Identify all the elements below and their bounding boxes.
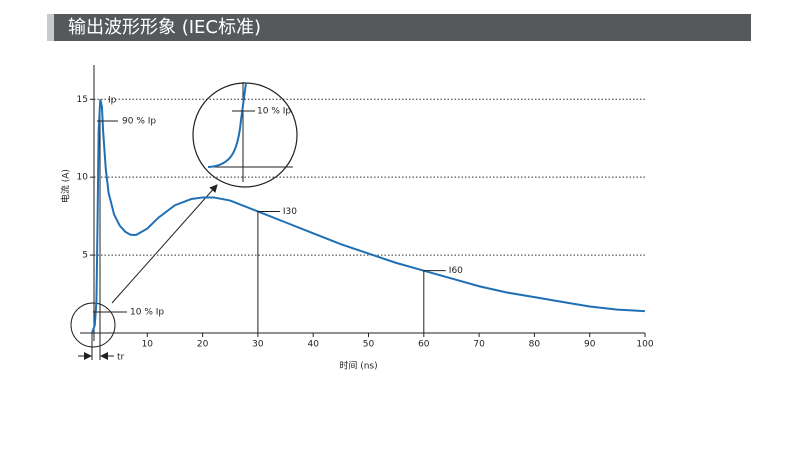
zoom-arrow bbox=[111, 184, 218, 304]
x-tick-label: 100 bbox=[636, 340, 653, 350]
x-tick-label: 40 bbox=[307, 340, 319, 350]
page: {"chart_data": {"type": "line", "title":… bbox=[47, 14, 751, 372]
header-bar: 输出波形形象 (IEC标准) bbox=[47, 14, 751, 41]
chart: 5 10 15 10 20 30 40 50 60 70 80 90 100 时间 (ns) 电流 (A) I… bbox=[60, 65, 654, 372]
annotation: 10 % Ip bbox=[257, 107, 291, 117]
annotation: Ip bbox=[108, 96, 117, 106]
x-axis-label: 时间 (ns) bbox=[339, 360, 377, 372]
annotation: 10 % Ip bbox=[130, 308, 164, 318]
x-tick-label: 80 bbox=[529, 340, 541, 350]
y-tick-label: 5 bbox=[82, 251, 88, 261]
x-tick-label: 10 bbox=[142, 340, 154, 350]
annotation: I60 bbox=[449, 266, 463, 276]
annotation: I30 bbox=[283, 207, 297, 217]
x-tick-label: 20 bbox=[197, 340, 209, 350]
x-tick-label: 30 bbox=[252, 340, 264, 350]
zoom-curve bbox=[207, 82, 247, 168]
x-tick-label: 70 bbox=[473, 340, 485, 350]
y-tick-label: 15 bbox=[77, 95, 88, 105]
x-tick-label: 90 bbox=[584, 340, 596, 350]
zoom-circle-large bbox=[192, 82, 298, 188]
annotation: 90 % Ip bbox=[122, 117, 156, 127]
annotation: tr bbox=[117, 353, 125, 363]
y-tick-label: 10 bbox=[77, 173, 89, 183]
zoom-circle-small bbox=[70, 302, 116, 348]
x-tick-label: 60 bbox=[418, 340, 430, 350]
x-tick-label: 50 bbox=[363, 340, 375, 350]
chart-title: 输出波形形象 (IEC标准) bbox=[68, 17, 262, 38]
y-axis-label: 电流 (A) bbox=[60, 169, 72, 203]
series-line bbox=[91, 99, 646, 334]
